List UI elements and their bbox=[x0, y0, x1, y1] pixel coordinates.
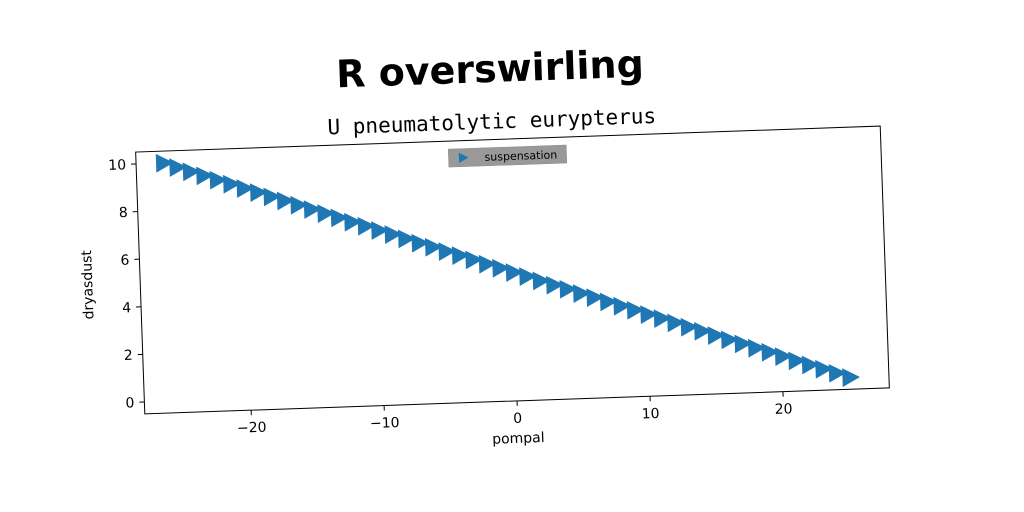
data-point-marker bbox=[747, 338, 766, 358]
legend-label: suspensation bbox=[484, 148, 557, 164]
data-point-marker bbox=[626, 300, 645, 320]
legend-box bbox=[447, 144, 568, 168]
data-point-marker bbox=[519, 267, 538, 286]
data-point-marker bbox=[761, 342, 780, 362]
data-point-marker bbox=[734, 334, 753, 354]
data-point-marker bbox=[572, 284, 591, 303]
data-point-marker bbox=[290, 195, 309, 215]
data-point-marker bbox=[559, 279, 578, 299]
data-point-marker bbox=[532, 271, 551, 291]
chart-subtitle: U pneumatolytic eurypterus bbox=[327, 104, 656, 139]
x-axis-ticks: −20 −10 0 10 20 bbox=[237, 391, 793, 437]
y-tick-label: 0 bbox=[125, 395, 134, 411]
data-point-marker bbox=[505, 263, 524, 282]
y-tick-label: 4 bbox=[122, 300, 132, 316]
data-point-marker bbox=[357, 216, 376, 236]
data-point-marker bbox=[546, 275, 564, 295]
data-point-marker bbox=[451, 246, 470, 265]
data-point-marker bbox=[465, 250, 484, 270]
data-point-marker bbox=[330, 208, 349, 228]
data-point-marker bbox=[155, 153, 174, 173]
data-point-marker bbox=[317, 204, 336, 223]
data-point-marker bbox=[236, 179, 255, 198]
y-tick-label: 2 bbox=[124, 348, 133, 364]
data-point-marker bbox=[276, 191, 295, 211]
data-point-marker bbox=[680, 317, 699, 337]
data-point-marker bbox=[182, 162, 201, 182]
data-point-marker bbox=[263, 187, 282, 207]
data-point-marker bbox=[613, 296, 632, 316]
data-point-marker bbox=[492, 258, 511, 278]
data-point-marker bbox=[707, 326, 726, 345]
data-point-marker bbox=[788, 351, 807, 371]
y-tick-label: 8 bbox=[119, 205, 128, 221]
legend[interactable]: suspensation bbox=[447, 144, 568, 168]
x-tick-label: 10 bbox=[641, 406, 659, 423]
data-point-marker bbox=[828, 363, 847, 383]
data-point-marker bbox=[586, 288, 605, 308]
chart-title: R overswirling bbox=[335, 42, 644, 97]
data-point-marker bbox=[667, 313, 686, 333]
x-tick-label: 20 bbox=[774, 401, 792, 418]
data-point-marker bbox=[169, 158, 188, 177]
x-axis-label: pompal bbox=[492, 430, 545, 448]
data-point-marker bbox=[223, 174, 241, 194]
data-point-marker bbox=[640, 305, 659, 324]
data-point-marker bbox=[599, 292, 618, 312]
x-tick-label: 0 bbox=[513, 411, 522, 427]
data-point-marker bbox=[774, 347, 793, 366]
data-point-marker bbox=[842, 368, 861, 387]
data-point-marker bbox=[478, 254, 497, 274]
y-tick-label: 10 bbox=[108, 157, 126, 174]
data-point-marker bbox=[397, 229, 416, 249]
data-point-marker bbox=[209, 170, 228, 190]
y-axis-ticks: 0 2 4 6 8 10 bbox=[108, 157, 145, 412]
data-point-marker bbox=[384, 225, 403, 244]
data-points bbox=[155, 153, 861, 387]
data-point-marker bbox=[344, 212, 363, 232]
x-tick-label: −10 bbox=[370, 415, 400, 432]
plot-group: U pneumatolytic eurypterus −20 −10 0 10 20 0… bbox=[79, 104, 890, 448]
data-point-marker bbox=[815, 359, 834, 379]
data-point-marker bbox=[303, 200, 322, 219]
x-tick-label: −20 bbox=[237, 420, 267, 437]
y-axis-label: dryasdust bbox=[79, 249, 97, 319]
data-point-marker bbox=[720, 330, 739, 350]
data-point-marker bbox=[694, 321, 712, 341]
y-tick-label: 6 bbox=[120, 253, 130, 269]
legend-marker-icon bbox=[458, 152, 469, 163]
data-point-marker bbox=[653, 309, 672, 329]
data-point-marker bbox=[371, 221, 389, 240]
data-point-marker bbox=[411, 233, 430, 253]
data-point-marker bbox=[801, 355, 820, 375]
data-point-marker bbox=[424, 237, 443, 257]
data-point-marker bbox=[438, 242, 457, 261]
data-point-marker bbox=[249, 183, 268, 202]
data-point-marker bbox=[196, 166, 215, 186]
